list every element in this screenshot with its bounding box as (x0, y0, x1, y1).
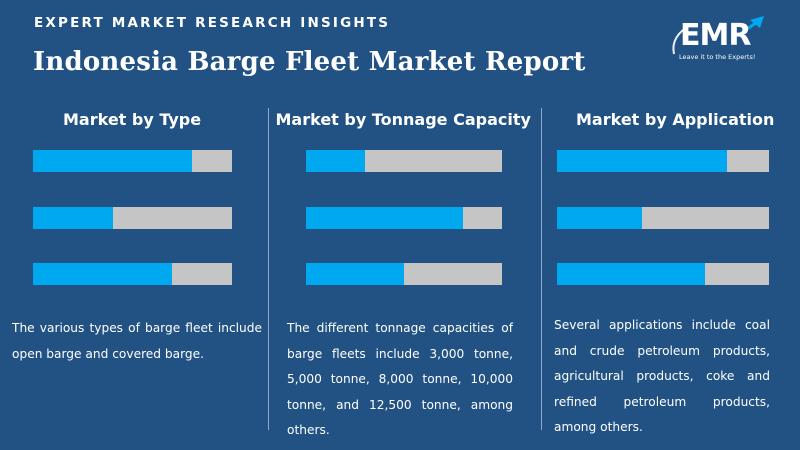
bar-track (33, 150, 232, 172)
bar-fill (33, 263, 173, 285)
bar-track (557, 263, 769, 285)
report-kicker: EXPERT MARKET RESEARCH INSIGHTS (34, 15, 391, 31)
bar-fill (306, 263, 404, 285)
chart-description-1: The various types of barge fleet include… (12, 321, 262, 361)
bar-fill (33, 150, 193, 172)
bar-fill (33, 207, 113, 229)
bar-fill (306, 207, 463, 229)
chart-title-2: Market by Tonnage Capacity (275, 110, 531, 129)
bar-track (306, 207, 502, 229)
bar-fill (557, 207, 642, 229)
bar-fill (557, 263, 706, 285)
chart-title-1: Market by Type (63, 110, 202, 129)
logo-mark: EMR (680, 18, 751, 53)
bar-track (33, 263, 232, 285)
bar-fill (306, 150, 365, 172)
page-title: Indonesia Barge Fleet Market Report (33, 47, 586, 77)
bar-track (557, 150, 769, 172)
chart-description-2: The different tonnage capacities of barg… (287, 321, 513, 437)
chart-title-3: Market by Application (576, 110, 775, 129)
chart-description-3: Several applications include coal and cr… (554, 318, 770, 434)
column-divider-left (268, 108, 269, 430)
bar-track (33, 207, 232, 229)
bar-fill (557, 150, 727, 172)
bar-track (306, 150, 502, 172)
emr-logo: EMR Leave it to the Experts! (668, 14, 778, 66)
logo-tagline: Leave it to the Experts! (679, 53, 756, 61)
logo-swoosh-icon (672, 16, 764, 55)
bar-track (557, 207, 769, 229)
column-divider-right (541, 108, 542, 430)
bar-track (306, 263, 502, 285)
